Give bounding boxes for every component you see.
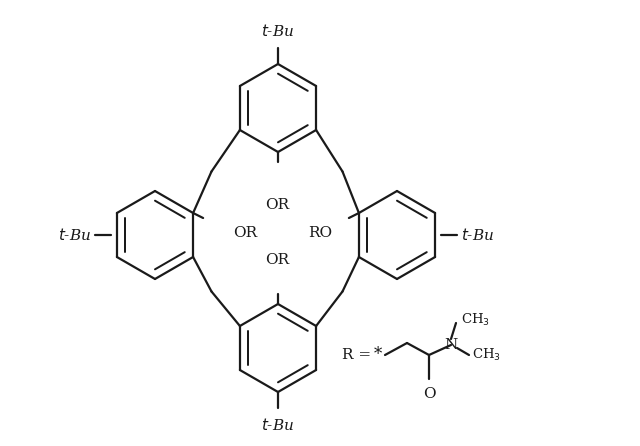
Text: $t$-Bu: $t$-Bu (58, 227, 91, 243)
Text: N: N (444, 338, 458, 352)
Text: OR: OR (233, 226, 257, 240)
Text: R =: R = (342, 348, 371, 362)
Text: OR: OR (265, 253, 289, 267)
Text: CH$_3$: CH$_3$ (472, 347, 501, 363)
Text: RO: RO (308, 226, 332, 240)
Text: OR: OR (265, 198, 289, 212)
Text: $t$-Bu: $t$-Bu (262, 23, 294, 39)
Text: O: O (422, 387, 435, 401)
Text: *: * (374, 347, 382, 363)
Text: $t$-Bu: $t$-Bu (262, 417, 294, 433)
Text: $t$-Bu: $t$-Bu (461, 227, 494, 243)
Text: CH$_3$: CH$_3$ (461, 312, 490, 328)
